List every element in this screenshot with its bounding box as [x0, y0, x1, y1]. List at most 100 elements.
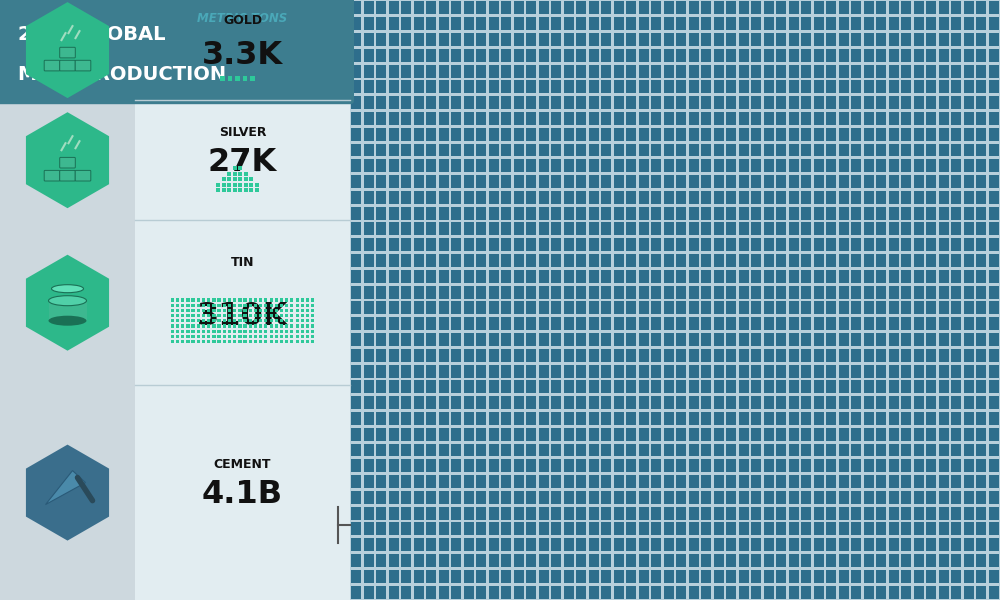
FancyBboxPatch shape — [564, 475, 574, 488]
FancyBboxPatch shape — [576, 301, 586, 314]
FancyBboxPatch shape — [964, 286, 974, 299]
FancyBboxPatch shape — [601, 523, 611, 535]
FancyBboxPatch shape — [939, 523, 949, 535]
FancyBboxPatch shape — [639, 160, 649, 172]
FancyBboxPatch shape — [551, 270, 561, 283]
FancyBboxPatch shape — [751, 554, 761, 567]
FancyBboxPatch shape — [726, 412, 736, 425]
FancyBboxPatch shape — [351, 96, 361, 109]
FancyBboxPatch shape — [901, 49, 911, 62]
FancyBboxPatch shape — [389, 460, 399, 472]
FancyBboxPatch shape — [914, 175, 924, 188]
FancyBboxPatch shape — [614, 523, 624, 535]
FancyBboxPatch shape — [739, 191, 749, 204]
FancyBboxPatch shape — [701, 65, 711, 77]
Bar — [270, 304, 273, 307]
FancyBboxPatch shape — [701, 506, 711, 520]
FancyBboxPatch shape — [639, 33, 649, 46]
Bar — [197, 314, 200, 317]
FancyBboxPatch shape — [614, 80, 624, 94]
Bar — [171, 304, 174, 307]
FancyBboxPatch shape — [551, 65, 561, 77]
FancyBboxPatch shape — [526, 206, 536, 220]
FancyBboxPatch shape — [876, 143, 886, 157]
Bar — [176, 319, 179, 322]
FancyBboxPatch shape — [364, 175, 374, 188]
FancyBboxPatch shape — [364, 586, 374, 599]
FancyBboxPatch shape — [601, 80, 611, 94]
FancyBboxPatch shape — [576, 365, 586, 377]
FancyBboxPatch shape — [764, 191, 774, 204]
FancyBboxPatch shape — [401, 96, 411, 109]
FancyBboxPatch shape — [626, 365, 636, 377]
FancyBboxPatch shape — [839, 223, 849, 235]
FancyBboxPatch shape — [901, 460, 911, 472]
FancyBboxPatch shape — [889, 191, 899, 204]
FancyBboxPatch shape — [739, 254, 749, 267]
FancyBboxPatch shape — [351, 175, 361, 188]
FancyBboxPatch shape — [464, 380, 474, 394]
FancyBboxPatch shape — [601, 554, 611, 567]
FancyBboxPatch shape — [426, 554, 436, 567]
FancyBboxPatch shape — [951, 428, 961, 440]
Bar — [280, 329, 283, 332]
FancyBboxPatch shape — [764, 175, 774, 188]
FancyBboxPatch shape — [726, 238, 736, 251]
FancyBboxPatch shape — [726, 365, 736, 377]
FancyBboxPatch shape — [514, 143, 524, 157]
Bar — [176, 298, 179, 302]
FancyBboxPatch shape — [389, 475, 399, 488]
FancyBboxPatch shape — [976, 160, 986, 172]
FancyBboxPatch shape — [501, 412, 511, 425]
FancyBboxPatch shape — [401, 206, 411, 220]
FancyBboxPatch shape — [526, 223, 536, 235]
FancyBboxPatch shape — [776, 506, 786, 520]
Bar — [301, 298, 304, 302]
FancyBboxPatch shape — [376, 128, 386, 140]
FancyBboxPatch shape — [801, 1, 811, 14]
FancyBboxPatch shape — [751, 33, 761, 46]
FancyBboxPatch shape — [401, 112, 411, 125]
FancyBboxPatch shape — [514, 349, 524, 362]
FancyBboxPatch shape — [776, 206, 786, 220]
FancyBboxPatch shape — [951, 238, 961, 251]
FancyBboxPatch shape — [576, 412, 586, 425]
FancyBboxPatch shape — [789, 428, 799, 440]
FancyBboxPatch shape — [864, 396, 874, 409]
FancyBboxPatch shape — [764, 65, 774, 77]
FancyBboxPatch shape — [989, 349, 999, 362]
Polygon shape — [26, 445, 109, 541]
FancyBboxPatch shape — [864, 143, 874, 157]
FancyBboxPatch shape — [401, 270, 411, 283]
FancyBboxPatch shape — [651, 460, 661, 472]
FancyBboxPatch shape — [851, 160, 861, 172]
FancyBboxPatch shape — [364, 206, 374, 220]
FancyBboxPatch shape — [526, 538, 536, 551]
FancyBboxPatch shape — [951, 160, 961, 172]
Bar — [181, 340, 184, 343]
FancyBboxPatch shape — [601, 380, 611, 394]
FancyBboxPatch shape — [901, 238, 911, 251]
FancyBboxPatch shape — [614, 380, 624, 394]
FancyBboxPatch shape — [539, 17, 549, 30]
FancyBboxPatch shape — [914, 570, 924, 583]
FancyBboxPatch shape — [689, 128, 699, 140]
FancyBboxPatch shape — [851, 349, 861, 362]
Bar — [280, 335, 283, 338]
Bar — [264, 329, 267, 332]
FancyBboxPatch shape — [364, 254, 374, 267]
FancyBboxPatch shape — [701, 365, 711, 377]
FancyBboxPatch shape — [976, 538, 986, 551]
FancyBboxPatch shape — [876, 160, 886, 172]
FancyBboxPatch shape — [589, 317, 599, 330]
FancyBboxPatch shape — [801, 586, 811, 599]
Bar — [249, 188, 253, 192]
FancyBboxPatch shape — [601, 586, 611, 599]
FancyBboxPatch shape — [951, 286, 961, 299]
FancyBboxPatch shape — [601, 128, 611, 140]
FancyBboxPatch shape — [526, 491, 536, 504]
FancyBboxPatch shape — [714, 396, 724, 409]
FancyBboxPatch shape — [976, 506, 986, 520]
FancyBboxPatch shape — [676, 238, 686, 251]
FancyBboxPatch shape — [514, 538, 524, 551]
